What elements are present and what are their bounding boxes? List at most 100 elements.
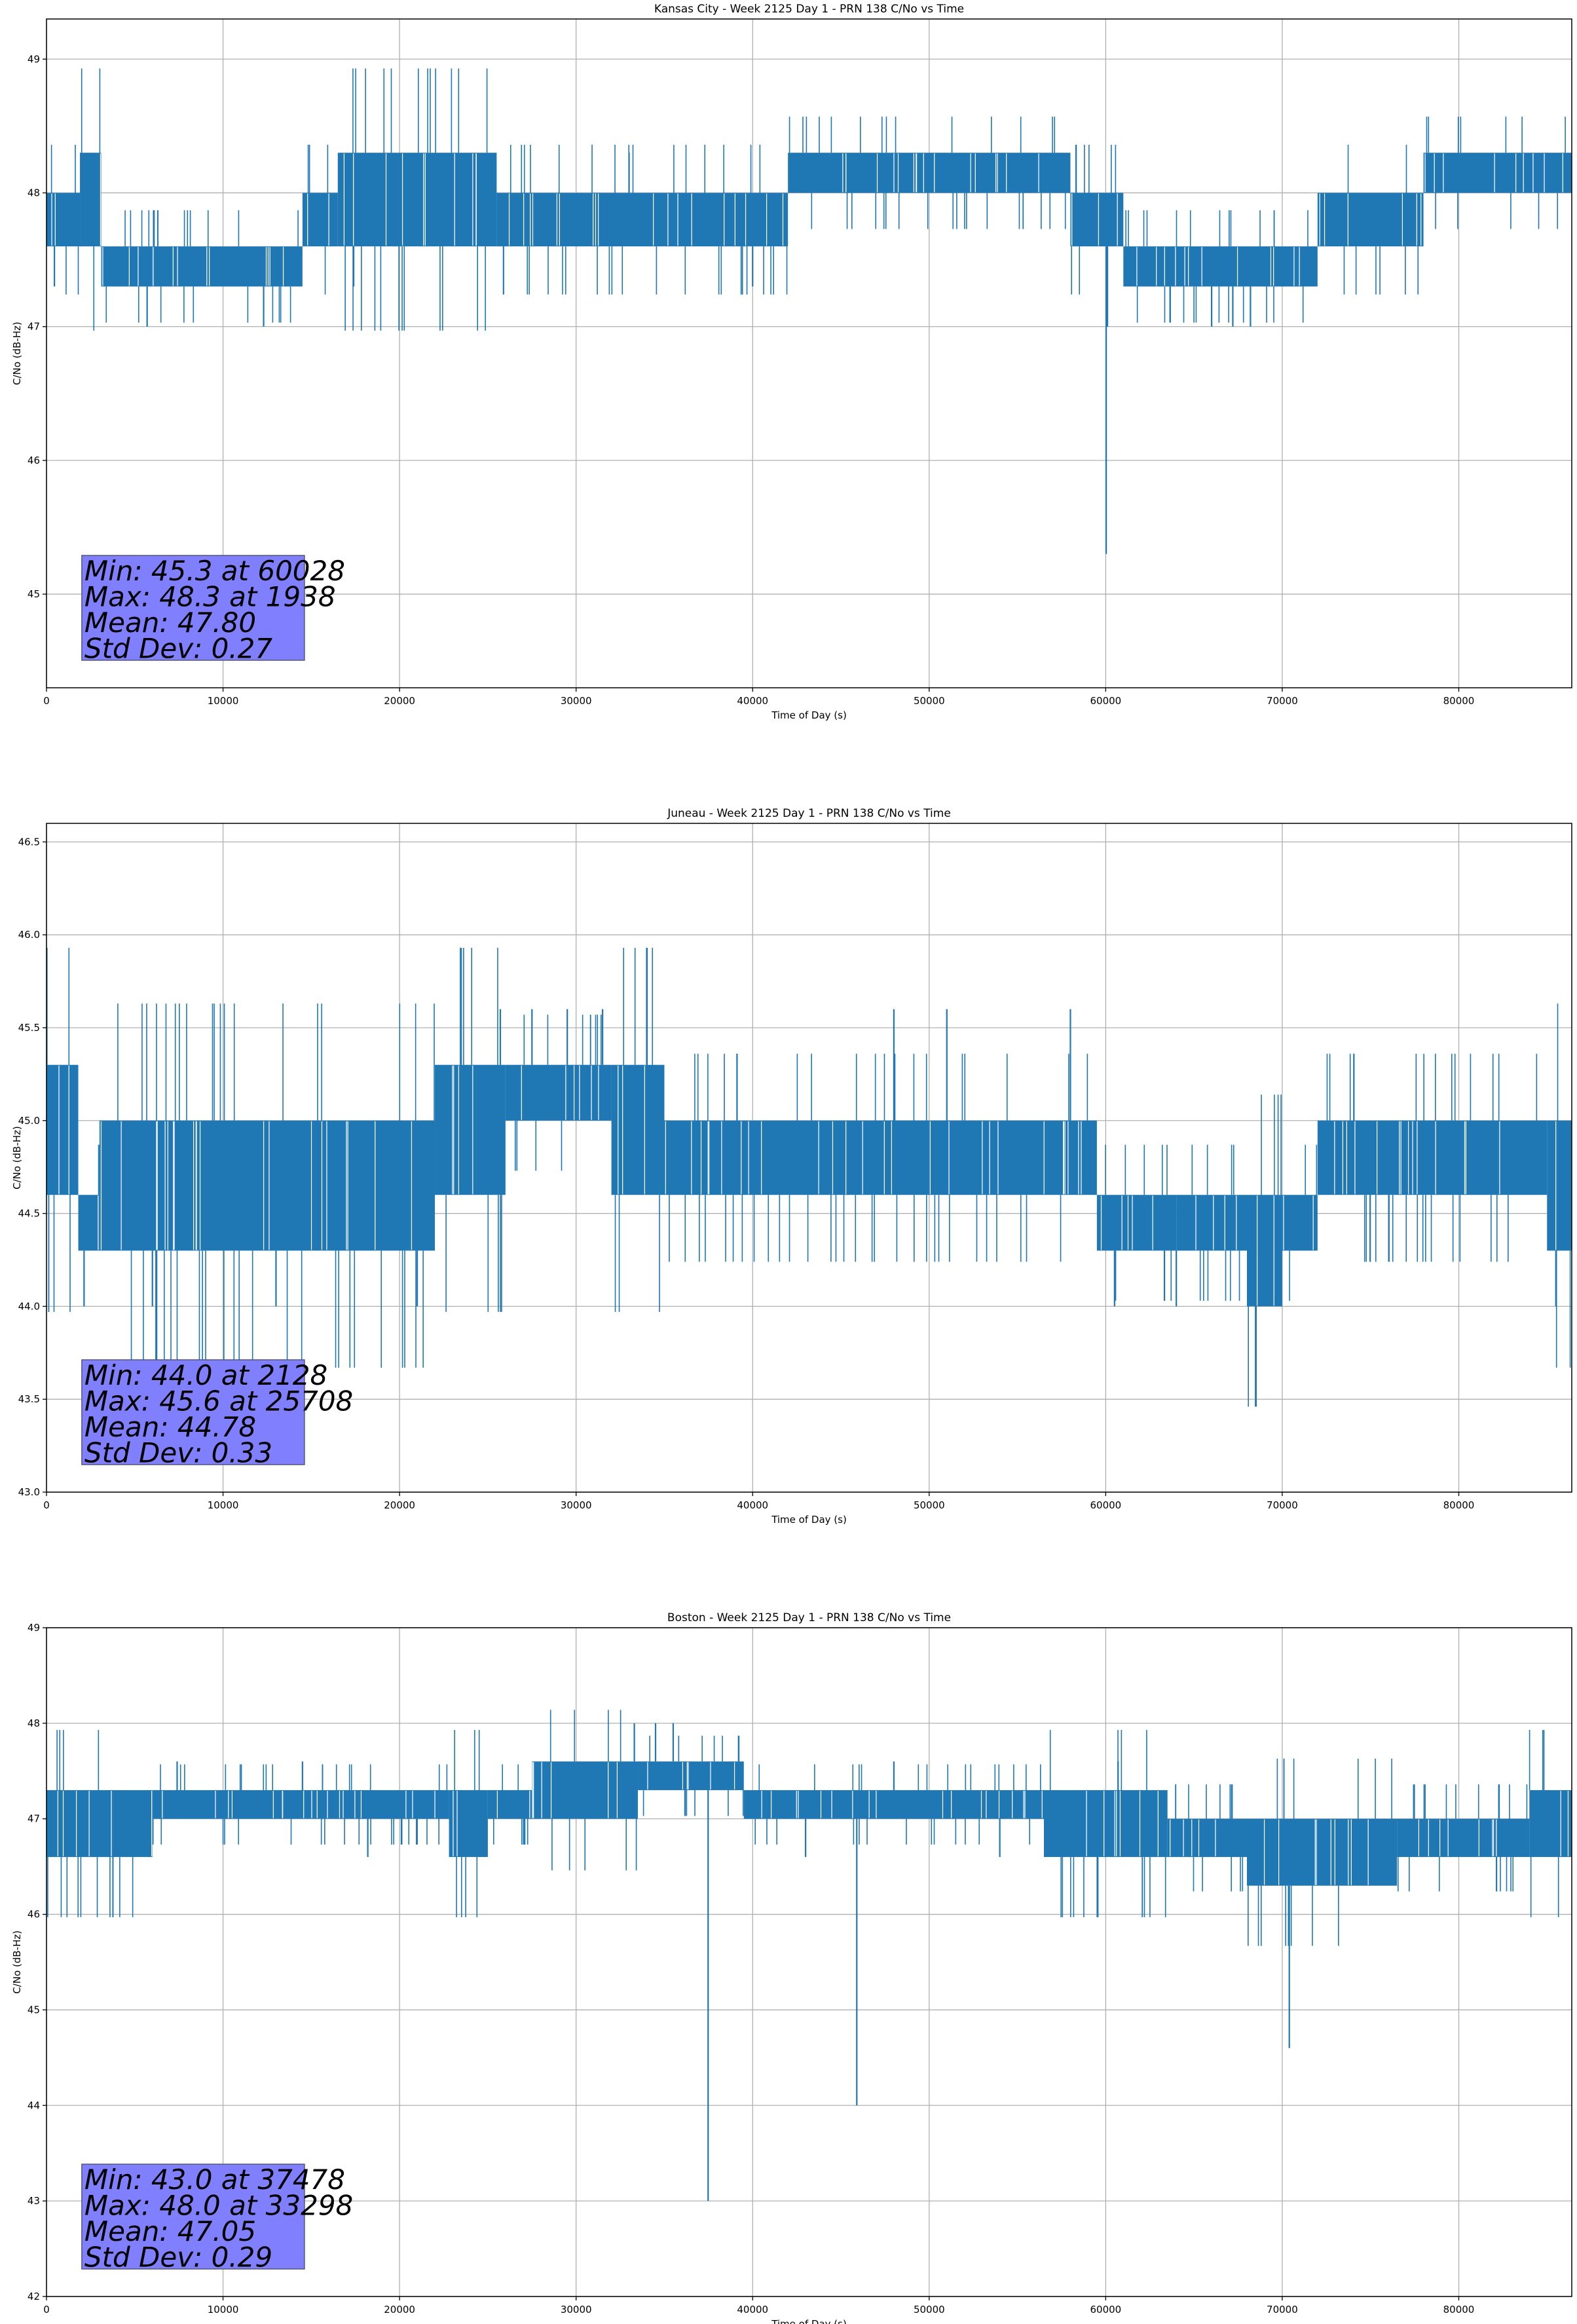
- series-band: [1070, 193, 1124, 247]
- series-band: [611, 1064, 665, 1195]
- y-tick-label: 45: [28, 588, 40, 600]
- stats-line: Max: 45.6 at 25708: [84, 1385, 353, 1417]
- plot-area: [46, 823, 1572, 1493]
- y-tick-label: 46: [28, 455, 40, 466]
- series-band: [101, 246, 153, 287]
- y-tick-label: 48: [28, 187, 40, 198]
- series-band: [638, 1761, 744, 1790]
- stats-line: Std Dev: 0.33: [84, 1437, 272, 1469]
- series-band: [152, 1790, 449, 1819]
- x-tick-label: 80000: [1443, 695, 1475, 707]
- series-band: [788, 153, 1071, 193]
- x-tick-label: 60000: [1090, 1499, 1122, 1511]
- x-tick-label: 70000: [1267, 695, 1298, 707]
- x-tick-label: 60000: [1090, 2304, 1122, 2315]
- series-band: [1317, 193, 1424, 247]
- series-band: [1317, 1120, 1548, 1195]
- series-band: [743, 1790, 859, 1819]
- x-tick-label: 40000: [737, 2304, 768, 2315]
- x-tick-label: 40000: [737, 695, 768, 707]
- y-tick-label: 43.5: [18, 1393, 40, 1405]
- stats-box-background: [81, 555, 305, 661]
- series-band: [664, 1120, 1097, 1195]
- series-line: [46, 68, 1572, 554]
- x-tick-label: 80000: [1443, 2304, 1475, 2315]
- series-line: [46, 948, 1572, 1407]
- series-band: [1247, 1818, 1398, 1886]
- y-tick-label: 46.0: [18, 929, 40, 941]
- stats-line: Min: 45.3 at 60028: [84, 555, 345, 587]
- x-tick-label: 0: [43, 2304, 50, 2315]
- x-tick-label: 10000: [208, 695, 239, 707]
- series-band: [532, 1761, 639, 1819]
- x-tick-label: 10000: [208, 1499, 239, 1511]
- x-tick-label: 30000: [561, 2304, 592, 2315]
- series-band: [152, 246, 303, 287]
- series-band: [1176, 1195, 1248, 1251]
- y-tick-label: 47: [28, 1813, 40, 1825]
- series-band: [78, 1195, 100, 1251]
- y-tick-label: 49: [28, 53, 40, 65]
- chart-title: Kansas City - Week 2125 Day 1 - PRN 138 …: [654, 3, 964, 16]
- x-tick-label: 10000: [208, 2304, 239, 2315]
- series-band: [1282, 1195, 1318, 1251]
- stats-line: Max: 48.0 at 33298: [84, 2190, 353, 2222]
- x-tick-label: 20000: [384, 2304, 415, 2315]
- x-tick-label: 50000: [914, 695, 945, 707]
- stats-line: Std Dev: 0.29: [84, 2241, 272, 2274]
- series-band: [302, 193, 338, 247]
- series-band: [337, 153, 497, 247]
- y-tick-label: 42: [28, 2291, 40, 2302]
- series-band: [449, 1790, 488, 1858]
- stats-line: Min: 43.0 at 37478: [84, 2164, 345, 2196]
- series-band: [80, 153, 102, 247]
- series-band: [1247, 1195, 1282, 1307]
- y-tick-label: 46: [28, 1909, 40, 1921]
- y-tick-label: 46.5: [18, 836, 40, 848]
- x-tick-label: 0: [43, 1499, 50, 1511]
- stats-line: Mean: 47.80: [84, 607, 256, 639]
- x-tick-label: 40000: [737, 1499, 768, 1511]
- x-tick-label: 70000: [1267, 1499, 1298, 1511]
- y-tick-label: 49: [28, 1622, 40, 1634]
- stats-box-background: [81, 2164, 305, 2270]
- series-band: [487, 1790, 532, 1819]
- chart-title: Boston - Week 2125 Day 1 - PRN 138 C/No …: [667, 1611, 951, 1624]
- series-band: [435, 1064, 506, 1195]
- series-band: [1529, 1790, 1572, 1858]
- stats-box-background: [81, 1359, 305, 1465]
- x-tick-label: 60000: [1090, 695, 1122, 707]
- y-axis-label: C/No (dB-Hz): [11, 322, 23, 385]
- y-tick-label: 43: [28, 2195, 40, 2207]
- x-tick-label: 50000: [914, 2304, 945, 2315]
- y-tick-label: 45.0: [18, 1115, 40, 1127]
- series-band: [99, 1120, 436, 1251]
- series-band: [1167, 1818, 1248, 1858]
- chart-panel-1: 0 10000 20000 30000 40000 50000 60000 70000 8000…: [11, 3, 1572, 721]
- series-band: [1044, 1790, 1168, 1858]
- stats-line: Std Dev: 0.27: [84, 633, 272, 665]
- x-tick-label: 30000: [561, 695, 592, 707]
- chart-panel-3: 0 10000 20000 30000 40000 50000 60000 70000 8000…: [11, 1611, 1572, 2324]
- y-tick-label: 47: [28, 321, 40, 333]
- plot-area: [46, 18, 1572, 688]
- x-tick-label: 30000: [561, 1499, 592, 1511]
- series-band: [46, 1064, 79, 1195]
- y-tick-label: 44: [28, 2099, 40, 2111]
- x-tick-label: 20000: [384, 1499, 415, 1511]
- series-line: [46, 1710, 1572, 2202]
- series-band: [496, 193, 788, 247]
- stats-line: Min: 44.0 at 2128: [84, 1359, 327, 1391]
- y-tick-label: 44.5: [18, 1208, 40, 1220]
- stats-line: Mean: 44.78: [84, 1411, 256, 1443]
- x-tick-label: 80000: [1443, 1499, 1475, 1511]
- x-axis-label: Time of Day (s): [771, 709, 847, 721]
- x-tick-label: 20000: [384, 695, 415, 707]
- series-band: [505, 1064, 612, 1121]
- y-axis-label: C/No (dB-Hz): [11, 1126, 23, 1190]
- x-axis-label: Time of Day (s): [771, 2318, 847, 2324]
